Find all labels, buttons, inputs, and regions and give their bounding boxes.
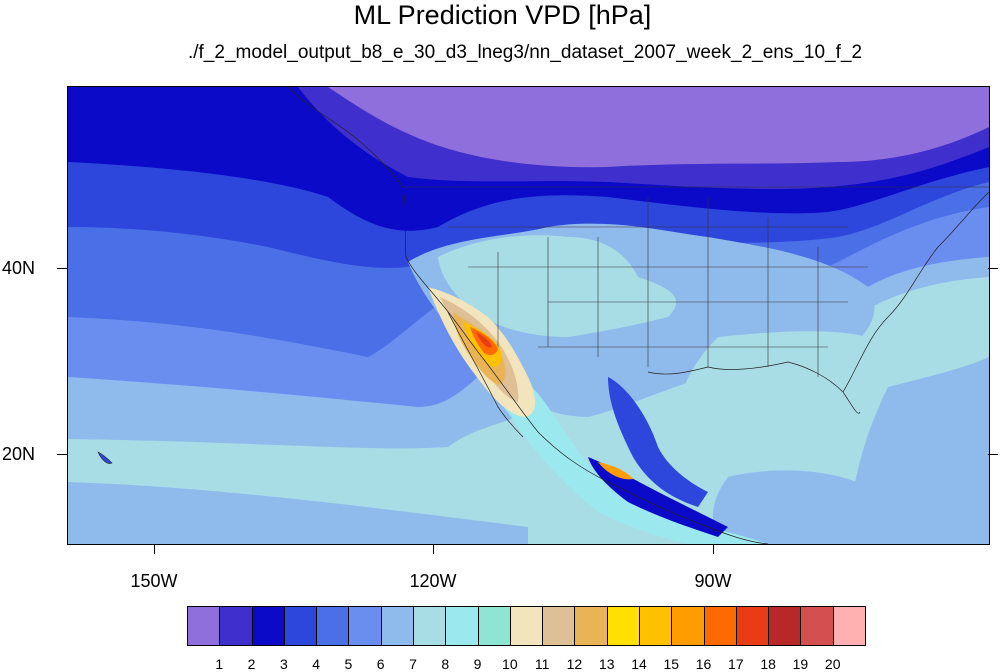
colorbar-label-8: 8 [441, 656, 450, 672]
colorbar-swatch-18 [768, 606, 802, 646]
colorbar-label-3: 3 [279, 656, 288, 672]
lat-label-40n: 40N [2, 258, 36, 278]
lat-tick-20n-right [988, 454, 998, 455]
colorbar-label-1: 1 [215, 656, 224, 672]
lon-tick-120w [433, 544, 434, 554]
colorbar-swatch-3 [283, 606, 318, 646]
colorbar-swatch-13 [606, 606, 640, 646]
colorbar-label-14: 14 [631, 656, 647, 672]
colorbar-label-10: 10 [502, 656, 518, 672]
colorbar-label-13: 13 [598, 656, 615, 672]
colorbar-swatch-15 [671, 606, 705, 646]
colorbar-swatch-10 [509, 606, 544, 646]
colorbar-swatch-17 [735, 606, 770, 646]
colorbar-label-20: 20 [824, 656, 841, 672]
coastlines [287, 87, 989, 544]
lat-tick-40n [57, 268, 67, 269]
colorbar-swatch-9 [477, 606, 511, 646]
colorbar-swatch-8 [445, 606, 479, 646]
lat-tick-40n-right [988, 268, 998, 269]
colorbar-swatch-7 [413, 606, 447, 646]
colorbar-swatch-1 [219, 606, 253, 646]
band-0 [328, 87, 989, 168]
band-6-south [68, 482, 528, 544]
chart-title: ML Prediction VPD [hPa] [353, 0, 652, 30]
lon-label-90w: 90W [694, 571, 732, 591]
lat-tick-20n [57, 454, 67, 455]
us-west-7 [438, 235, 677, 337]
hawaii [97, 451, 113, 464]
colorbar-label-7: 7 [409, 656, 417, 672]
colorbar-swatch-4 [316, 606, 350, 646]
colorbar-label-5: 5 [344, 656, 353, 672]
caribbean-6 [848, 357, 989, 544]
state-borders [403, 186, 989, 377]
colorbar-swatch-16 [703, 606, 737, 646]
colorbar-label-18: 18 [760, 656, 776, 672]
lon-label-150w: 150W [130, 571, 178, 591]
colorbar-swatch-0 [187, 606, 221, 646]
colorbar-label-9: 9 [473, 656, 482, 672]
colorbar-swatch-12 [574, 606, 608, 646]
lon-tick-150w [154, 544, 155, 554]
mexico-8 [468, 357, 768, 544]
colorbar-label-2: 2 [247, 656, 256, 672]
vpd-contour-map [68, 87, 989, 544]
chart-subtitle: ./f_2_model_output_b8_e_30_d3_lneg3/nn_d… [187, 42, 863, 63]
colorbar-swatch-14 [639, 606, 673, 646]
colorbar-label-15: 15 [663, 656, 680, 672]
sw-18 [476, 332, 492, 348]
colorbar-swatch-2 [251, 606, 285, 646]
colorbar-label-16: 16 [695, 656, 712, 672]
colorbar-swatch-6 [380, 606, 414, 646]
vpd-map [67, 86, 990, 545]
colorbar-label-19: 19 [792, 656, 809, 672]
colorbar-swatch-5 [348, 606, 382, 646]
colorbar-label-6: 6 [376, 656, 385, 672]
colorbar-swatch-11 [542, 606, 576, 646]
colorbar [187, 606, 866, 646]
mexico-hotspot-16 [598, 462, 633, 480]
colorbar-label-17: 17 [728, 656, 744, 672]
lat-label-20n: 20N [2, 444, 36, 464]
colorbar-swatch-20 [832, 606, 866, 646]
colorbar-label-4: 4 [312, 656, 321, 672]
colorbar-swatch-19 [800, 606, 834, 646]
sierra-madre-3 [608, 377, 708, 507]
colorbar-label-12: 12 [566, 656, 583, 672]
lon-label-120w: 120W [409, 571, 457, 591]
central-am-6 [712, 470, 928, 544]
lon-tick-90w [713, 544, 714, 554]
colorbar-label-11: 11 [534, 656, 550, 672]
